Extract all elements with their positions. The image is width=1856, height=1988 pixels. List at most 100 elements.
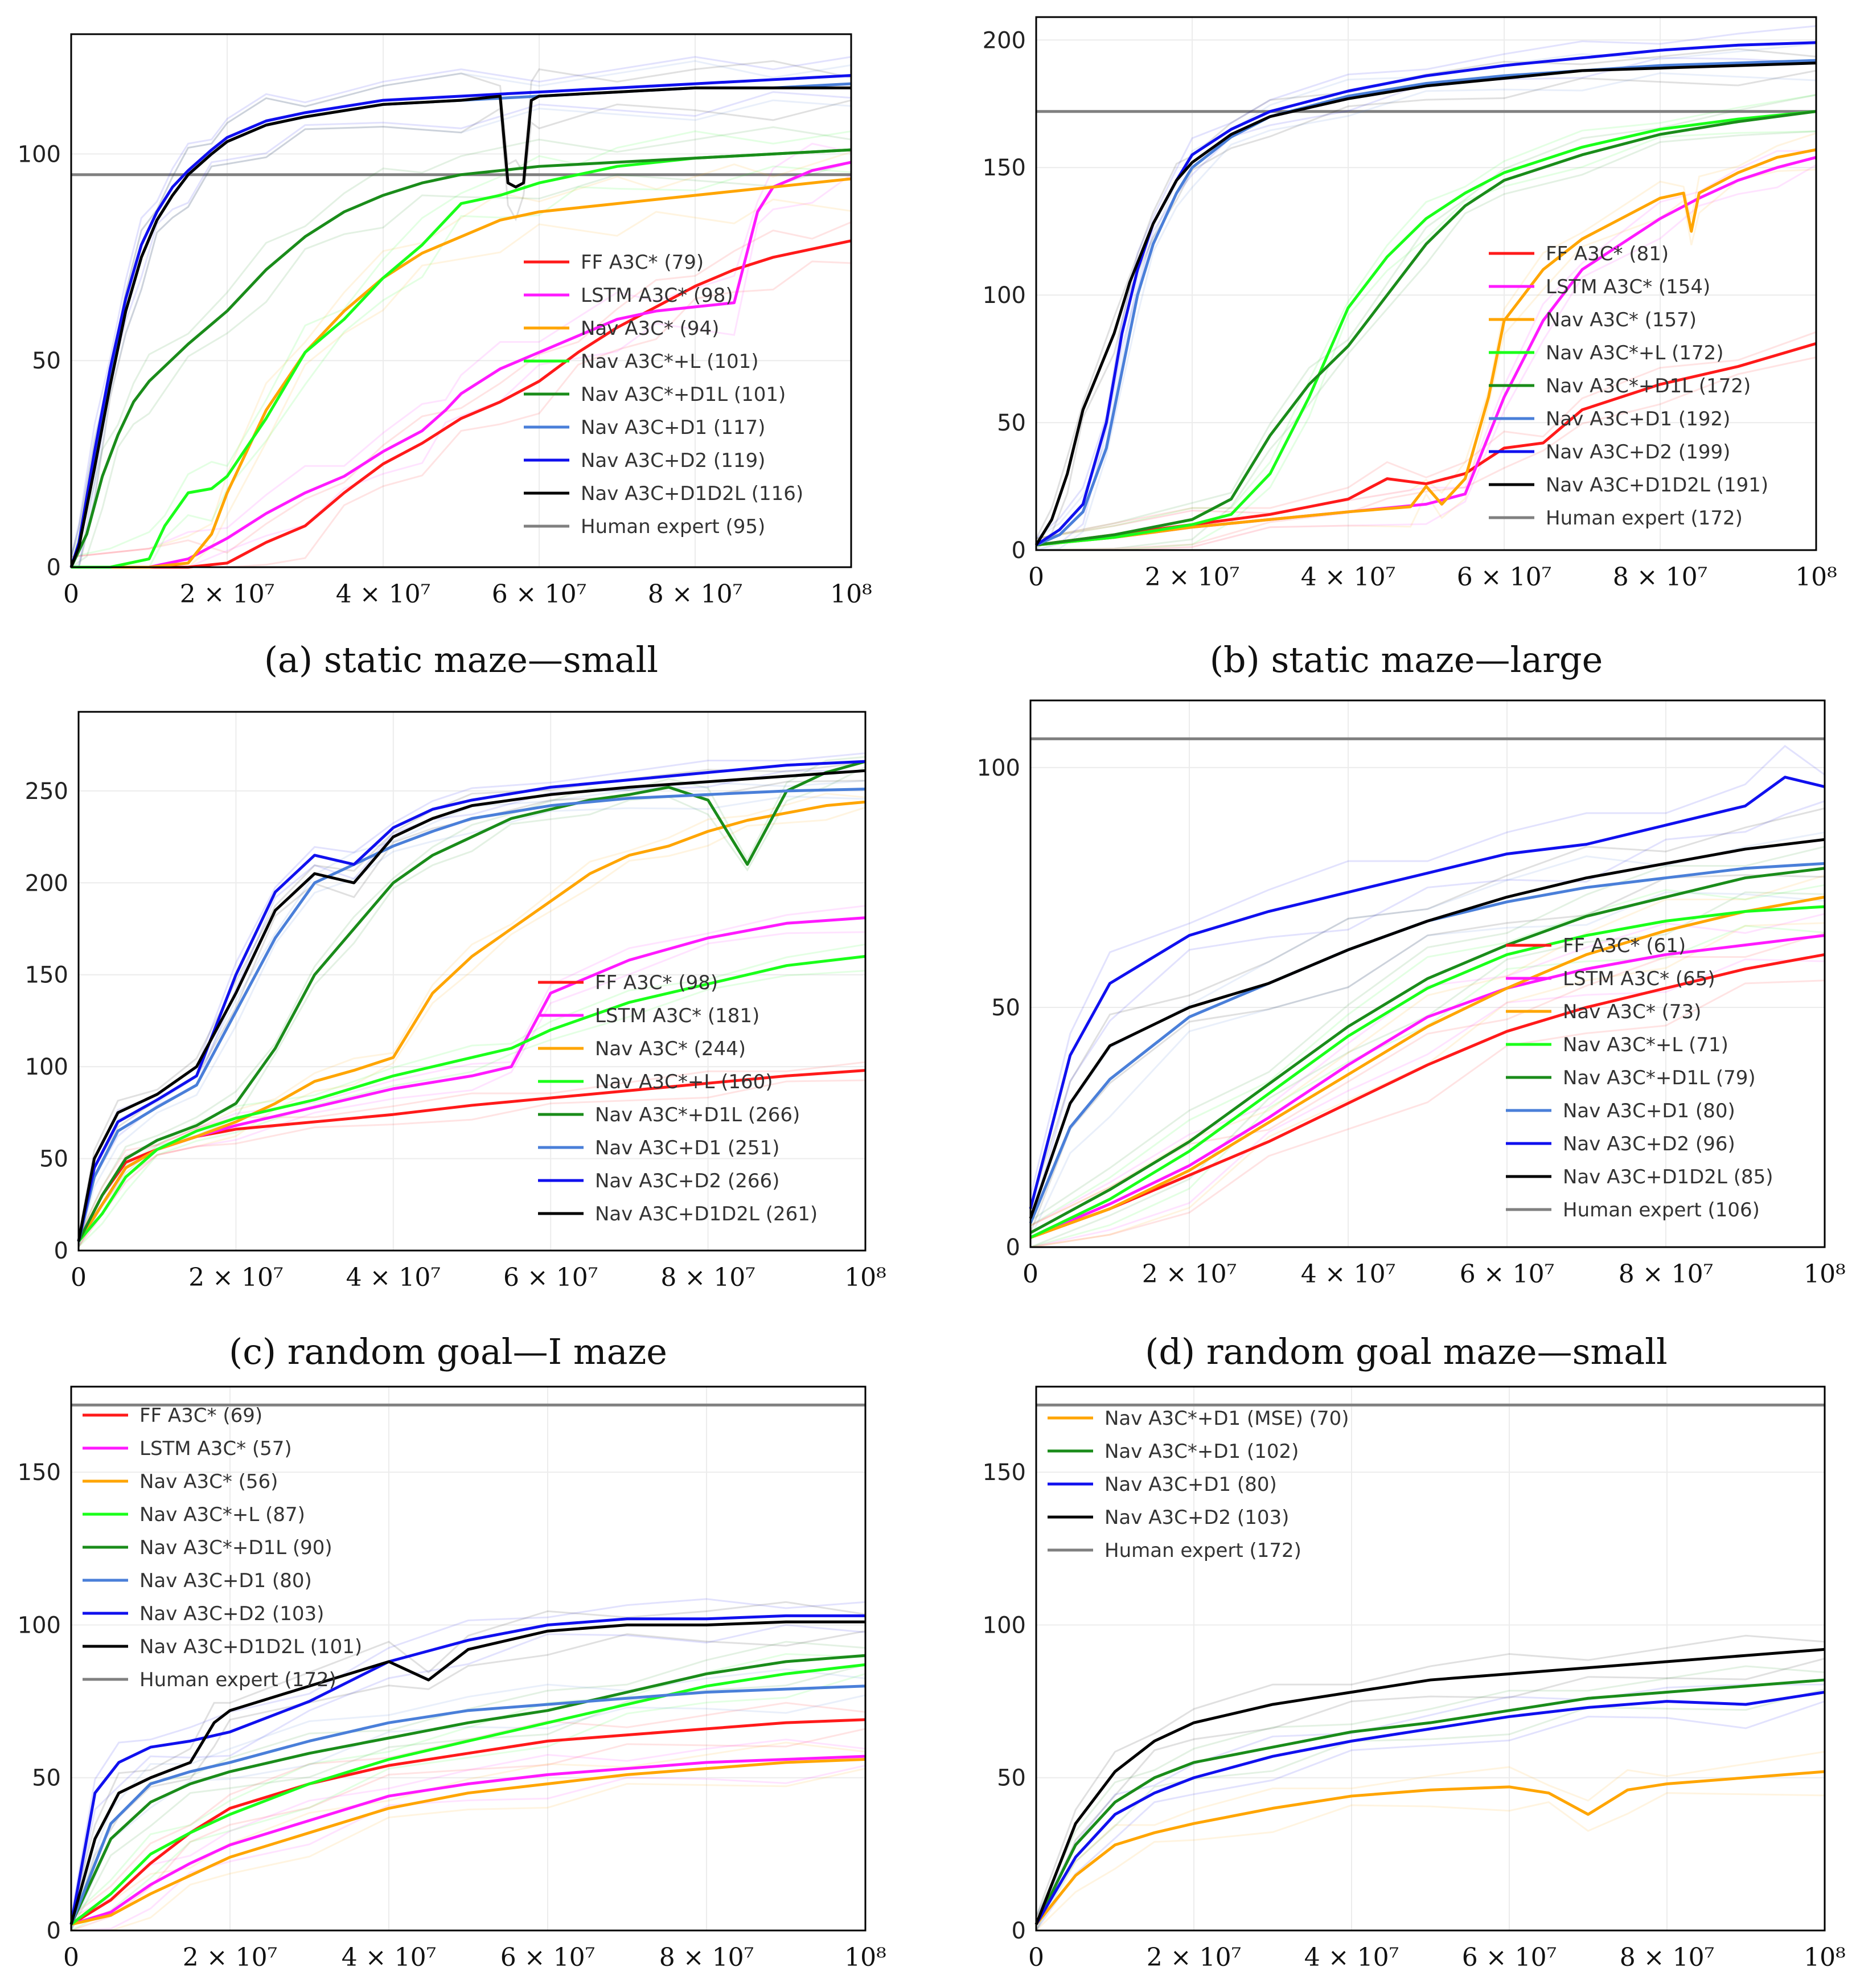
series-line-6 <box>69 1684 866 1925</box>
panel-c: 0 50 100 150 200 250 0 2 × 10⁷ 4 × 10⁷ 6 × 10⁷ 8 … <box>25 711 886 1372</box>
series-line-2 <box>71 161 852 569</box>
legend-label: Nav A3C* (244) <box>595 1038 746 1060</box>
y-tick-label: 150 <box>983 1460 1026 1486</box>
seed-curve-7-1 <box>1036 57 1817 551</box>
x-tick-label: 10⁸ <box>1804 1260 1846 1289</box>
seed-curve-6-2 <box>70 1668 866 1917</box>
y-tick-label: 100 <box>977 755 1020 781</box>
x-tick-label: 0 <box>63 580 79 609</box>
series-line-2 <box>71 1755 866 1926</box>
x-tick-label: 6 × 10⁷ <box>492 580 586 609</box>
panel-f: 0 50 100 150 0 2 × 10⁷ 4 × 10⁷ 6 × 10⁷ 8 × 10⁷ 1… <box>983 1386 1846 1972</box>
panel-a-series <box>69 56 852 569</box>
seed-curve-1-2 <box>77 1061 866 1237</box>
series-line-1 <box>1035 1770 1825 1925</box>
seed-curve-5-1 <box>70 1663 866 1931</box>
y-tick-label: 0 <box>47 555 61 581</box>
seed-curve-6-1 <box>1036 72 1817 551</box>
y-tick-label: 100 <box>983 282 1026 309</box>
legend-label: Nav A3C+D1 (251) <box>595 1137 779 1159</box>
legend-label: Human expert (95) <box>581 515 765 538</box>
seed-curve-3-2 <box>77 793 866 1237</box>
seed-curve-5-2 <box>1036 94 1817 540</box>
panel-d-xticks: 0 2 × 10⁷ 4 × 10⁷ 6 × 10⁷ 8 × 10⁷ 10⁸ <box>1023 1260 1846 1289</box>
series-line-4 <box>77 954 866 1243</box>
panel-c-yticks: 0 50 100 150 200 250 <box>25 778 68 1264</box>
x-tick-label: 8 × 10⁷ <box>1613 563 1707 592</box>
legend-label: Nav A3C*+L (160) <box>595 1071 773 1093</box>
seed-curve-7-2 <box>1036 25 1817 539</box>
x-tick-label: 0 <box>1028 563 1044 592</box>
series-line-3 <box>1034 1691 1825 1925</box>
series-line-5 <box>77 760 866 1242</box>
x-tick-label: 4 × 10⁷ <box>346 1263 441 1292</box>
x-tick-label: 0 <box>1028 1943 1044 1972</box>
series-line-5 <box>69 1654 866 1925</box>
legend-label: Nav A3C*+L (87) <box>139 1503 305 1526</box>
seed-curve-3-2 <box>1035 1683 1825 1917</box>
x-tick-label: 2 × 10⁷ <box>1142 1260 1237 1289</box>
panel-e-frame <box>70 1386 867 1932</box>
seed-curve-8-2 <box>70 1601 866 1917</box>
x-tick-label: 0 <box>71 1263 87 1292</box>
seed-curve-3-2 <box>71 1741 866 1918</box>
x-tick-label: 8 × 10⁷ <box>648 580 742 609</box>
seed-curve-2-1 <box>71 1764 866 1932</box>
legend-label: Nav A3C+D1 (117) <box>581 416 765 439</box>
panel-c-frame <box>77 711 867 1252</box>
legend-label: Nav A3C+D2 (96) <box>1563 1133 1735 1155</box>
legend-label: Nav A3C*+D1L (172) <box>1546 375 1751 397</box>
seed-curve-1-2 <box>1036 331 1817 540</box>
panel-b-caption: (b) static maze—large <box>1210 639 1603 681</box>
x-tick-label: 2 × 10⁷ <box>188 1263 283 1292</box>
series-line-2 <box>1034 1678 1825 1925</box>
series-line-1 <box>1036 342 1817 547</box>
x-tick-label: 6 × 10⁷ <box>500 1943 595 1972</box>
panel-c-caption: (c) random goal—I maze <box>229 1331 667 1372</box>
seed-curve-7-2 <box>70 1598 866 1917</box>
seed-curve-4-1 <box>1036 130 1817 551</box>
panel-a-legend: FF A3C* (79) LSTM A3C* (98) Nav A3C* (94) N… <box>524 251 803 538</box>
x-tick-label: 10⁸ <box>844 1263 886 1292</box>
panel-c-series <box>77 752 866 1248</box>
x-tick-label: 2 × 10⁷ <box>180 580 274 609</box>
seed-curve-3-1 <box>1036 169 1817 551</box>
legend-label: Human expert (172) <box>139 1669 336 1691</box>
legend-label: LSTM A3C* (57) <box>139 1437 292 1460</box>
series-line-8 <box>69 86 851 568</box>
legend-label: FF A3C* (61) <box>1563 934 1686 957</box>
seed-curve-5-2 <box>77 756 866 1237</box>
legend-label: LSTM A3C* (98) <box>581 284 733 307</box>
series-line-3 <box>71 177 852 569</box>
x-tick-label: 2 × 10⁷ <box>183 1943 277 1972</box>
panel-c-xticks: 0 2 × 10⁷ 4 × 10⁷ 6 × 10⁷ 8 × 10⁷ 10⁸ <box>71 1263 886 1292</box>
seed-curve-5-1 <box>71 161 852 568</box>
seed-curve-2-2 <box>1030 913 1825 1227</box>
series-line-6 <box>1036 59 1817 547</box>
y-tick-label: 100 <box>983 1612 1026 1638</box>
legend-label: Nav A3C*+D1 (MSE) (70) <box>1104 1407 1349 1430</box>
y-tick-label: 200 <box>25 870 68 896</box>
seed-curve-1-2 <box>71 1702 866 1918</box>
series-line-7 <box>69 1614 865 1925</box>
seed-curve-8-2 <box>70 60 852 558</box>
seed-curve-5-2 <box>1030 846 1825 1222</box>
seed-curve-7-2 <box>1029 745 1825 1197</box>
panel-a-yticks: 0 50 100 <box>18 141 61 581</box>
seed-curve-4-2 <box>70 1653 866 1917</box>
y-tick-label: 50 <box>991 995 1020 1021</box>
x-tick-label: 4 × 10⁷ <box>342 1943 436 1972</box>
y-tick-label: 150 <box>18 1460 61 1486</box>
seed-curve-6-1 <box>70 1694 866 1931</box>
panel-d-legend: FF A3C* (61) LSTM A3C* (65) Nav A3C* (73) N… <box>1506 934 1773 1222</box>
series-line-1 <box>1030 953 1825 1239</box>
seed-curve-3-2 <box>1030 874 1825 1227</box>
series-line-8 <box>77 769 866 1242</box>
seed-curve-2-2 <box>71 142 852 558</box>
panel-b-xticks: 0 2 × 10⁷ 4 × 10⁷ 6 × 10⁷ 8 × 10⁷ 10⁸ <box>1028 563 1837 592</box>
panel-d-yticks: 0 50 100 <box>977 755 1020 1261</box>
x-tick-label: 10⁸ <box>830 580 872 609</box>
seed-curve-5-2 <box>70 126 852 558</box>
legend-label: Nav A3C+D1 (80) <box>1563 1100 1735 1122</box>
legend-label: Nav A3C+D1D2L (116) <box>581 482 803 505</box>
